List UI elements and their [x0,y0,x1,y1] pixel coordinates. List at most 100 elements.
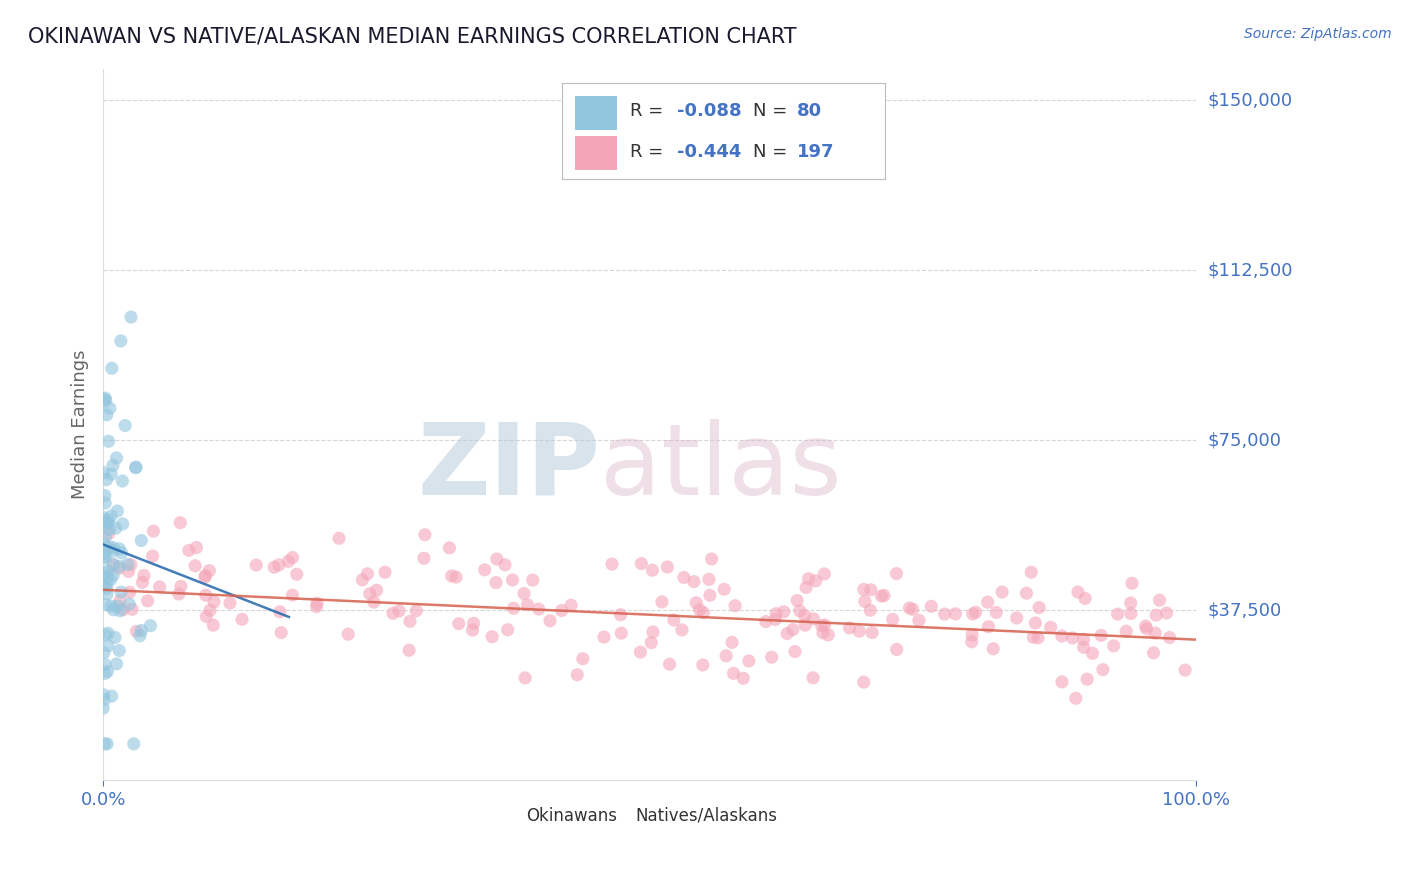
Point [111,474,134,488]
Point [692,606,714,620]
Point [363,595,385,609]
Point [1073,640,1095,655]
Point [886,566,908,581]
Point [132,568,155,582]
Point [1156,606,1178,620]
Point [1115,624,1137,639]
Point [108,541,131,556]
Text: Natives/Alaskans: Natives/Alaskans [636,806,778,825]
Point [733,671,755,685]
Point [94,394,117,409]
Bar [606,802,630,830]
Point [1015,586,1038,600]
Point [169,516,191,530]
Text: -0.088: -0.088 [676,103,741,120]
Point [848,624,870,639]
Point [444,570,467,584]
Point [873,589,896,603]
Bar [575,136,617,170]
Point [111,516,134,531]
Point [120,310,142,325]
Text: $112,500: $112,500 [1208,261,1292,279]
Point [513,586,536,600]
Point [801,671,824,685]
Point [131,575,153,590]
Point [765,607,787,621]
Point [977,620,1000,634]
Point [763,613,786,627]
Point [1022,630,1045,644]
Text: ZIP: ZIP [418,418,600,516]
Point [447,616,470,631]
Text: Source: ZipAtlas.com: Source: ZipAtlas.com [1244,27,1392,41]
Point [267,558,290,572]
Point [398,643,420,657]
Text: $75,000: $75,000 [1208,431,1281,450]
Point [630,557,652,571]
Point [794,618,817,632]
Point [920,599,942,614]
Point [93,579,115,593]
Text: R =: R = [630,103,669,120]
Point [93,510,115,524]
Point [285,567,308,582]
Point [399,615,422,629]
Point [859,603,882,617]
Point [107,599,129,613]
Point [120,558,142,572]
Text: 197: 197 [797,143,835,161]
Point [94,391,117,405]
Point [981,641,1004,656]
Point [1076,672,1098,686]
Point [98,523,121,537]
Point [281,588,304,602]
Point [1073,632,1095,647]
Point [474,563,496,577]
Point [94,550,117,565]
Point [281,550,304,565]
Point [94,517,117,532]
Point [628,645,651,659]
Point [1026,631,1049,645]
Point [662,613,685,627]
Point [859,582,882,597]
Point [98,401,121,416]
Point [305,599,328,614]
Point [908,614,931,628]
Point [440,569,463,583]
Point [170,579,193,593]
Point [1067,585,1090,599]
Point [683,574,706,589]
Point [481,630,503,644]
Point [1149,593,1171,607]
Point [194,588,217,602]
Point [142,549,165,563]
Point [860,625,883,640]
Point [381,607,404,621]
Text: $150,000: $150,000 [1208,91,1292,109]
Text: $37,500: $37,500 [1208,601,1281,619]
Point [461,623,484,637]
Point [194,568,217,582]
Point [527,602,550,616]
Point [794,581,817,595]
Point [108,559,131,574]
Point [960,634,983,648]
Point [125,460,148,475]
Point [129,533,152,548]
Point [870,589,893,603]
Point [439,541,461,555]
Point [852,675,875,690]
Point [100,599,122,614]
Point [337,627,360,641]
Point [93,546,115,560]
Point [976,595,998,609]
Y-axis label: Median Earnings: Median Earnings [72,350,89,500]
Point [105,657,128,671]
Point [671,623,693,637]
Point [202,618,225,632]
Point [366,583,388,598]
Point [724,599,747,613]
Text: R =: R = [630,143,669,161]
Point [94,737,117,751]
